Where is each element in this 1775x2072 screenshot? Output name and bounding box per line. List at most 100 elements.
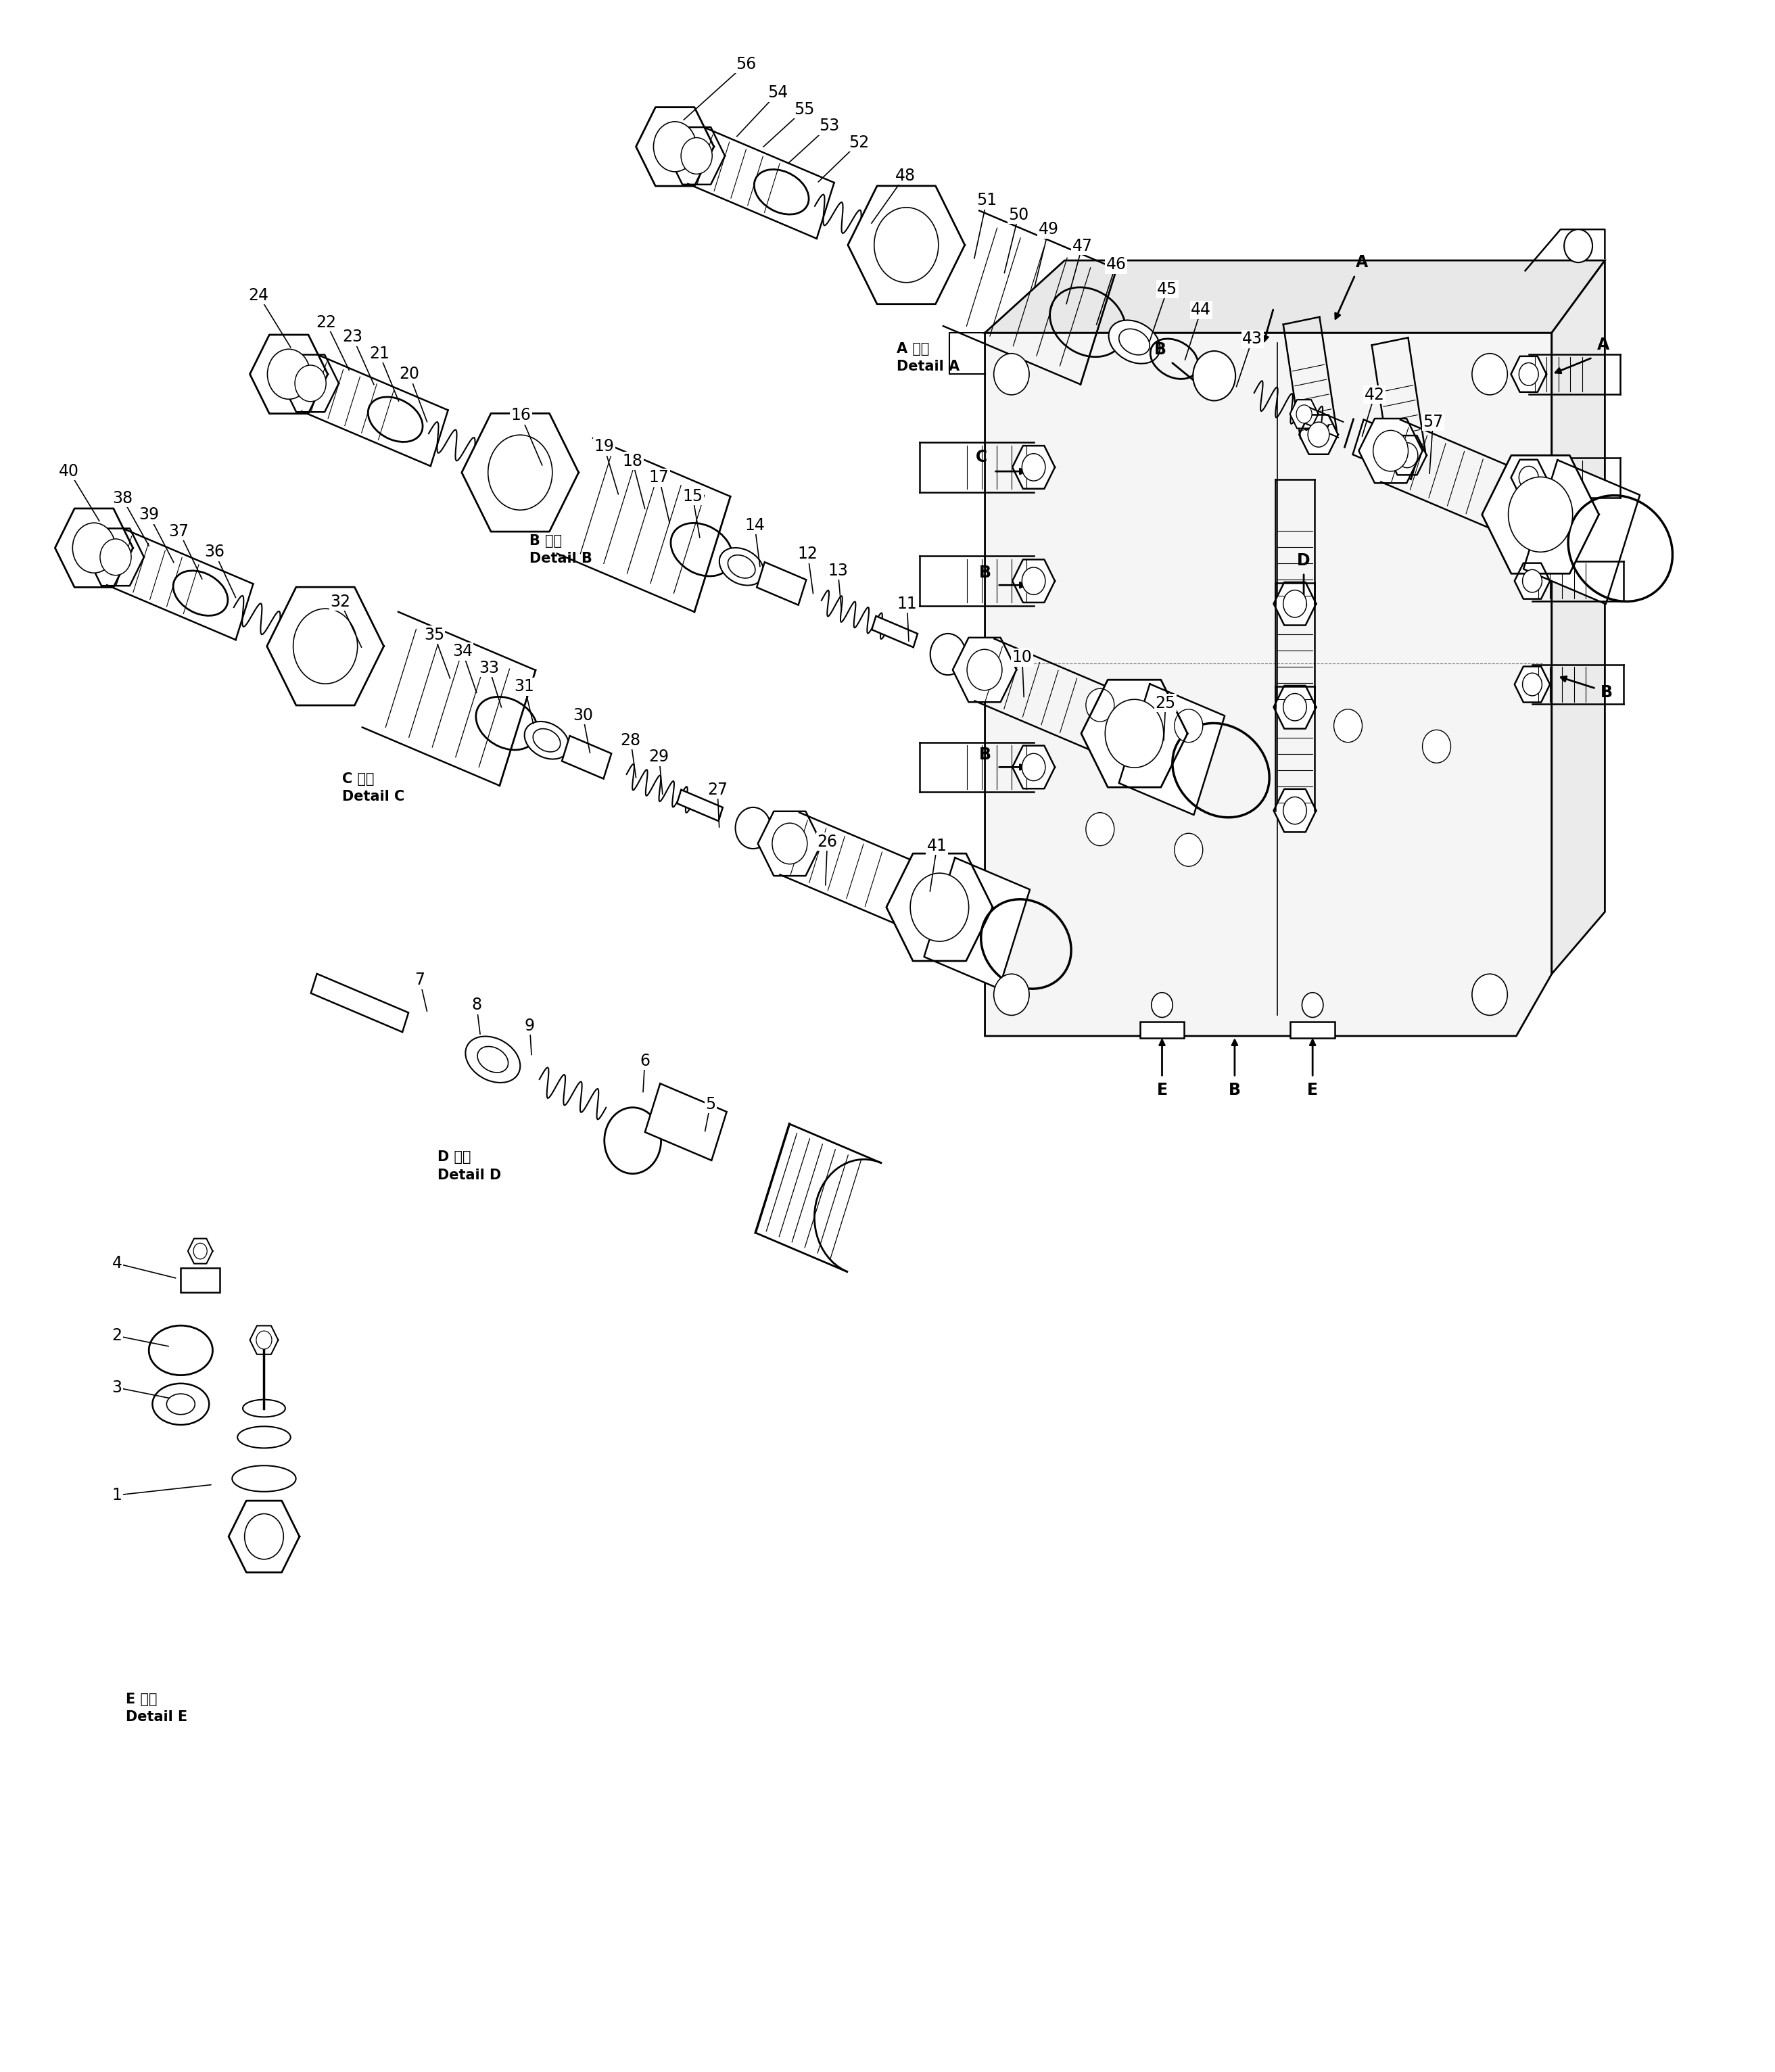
- Text: 50: 50: [1008, 207, 1030, 224]
- Polygon shape: [848, 186, 966, 305]
- Ellipse shape: [532, 729, 561, 752]
- Text: B: B: [978, 746, 990, 762]
- Polygon shape: [1360, 419, 1422, 483]
- Polygon shape: [925, 858, 1030, 988]
- Text: 55: 55: [793, 102, 815, 118]
- Ellipse shape: [153, 1384, 209, 1426]
- Circle shape: [911, 872, 969, 941]
- Text: C 詳細
Detail C: C 詳細 Detail C: [343, 773, 405, 804]
- Text: 1: 1: [112, 1488, 122, 1504]
- Circle shape: [772, 823, 808, 864]
- Circle shape: [967, 649, 1003, 690]
- Text: B 詳細
Detail B: B 詳細 Detail B: [529, 535, 593, 566]
- Circle shape: [1296, 404, 1312, 423]
- Circle shape: [873, 207, 939, 282]
- Circle shape: [1519, 466, 1539, 489]
- Polygon shape: [1514, 564, 1550, 599]
- Text: 51: 51: [976, 193, 998, 209]
- Circle shape: [268, 350, 311, 400]
- Text: 53: 53: [818, 118, 840, 135]
- Circle shape: [1086, 688, 1115, 721]
- Polygon shape: [1118, 684, 1225, 814]
- Circle shape: [1308, 423, 1329, 448]
- Circle shape: [1283, 694, 1306, 721]
- Circle shape: [245, 1515, 284, 1560]
- Text: A: A: [1356, 255, 1369, 271]
- Text: 21: 21: [369, 346, 389, 363]
- Circle shape: [1193, 350, 1235, 400]
- Text: 31: 31: [515, 678, 534, 694]
- Text: 26: 26: [816, 833, 838, 850]
- Text: 46: 46: [1106, 257, 1125, 274]
- Polygon shape: [1012, 445, 1054, 489]
- Polygon shape: [667, 126, 724, 184]
- Text: 14: 14: [744, 518, 765, 533]
- Circle shape: [1519, 363, 1539, 385]
- Ellipse shape: [167, 1394, 195, 1415]
- Ellipse shape: [238, 1426, 291, 1448]
- Text: 33: 33: [479, 659, 499, 675]
- Circle shape: [1471, 974, 1507, 1015]
- Circle shape: [256, 1330, 272, 1349]
- Circle shape: [1086, 812, 1115, 845]
- Text: 39: 39: [138, 508, 160, 522]
- Polygon shape: [462, 414, 579, 533]
- Text: 37: 37: [169, 524, 190, 539]
- Polygon shape: [1511, 460, 1546, 495]
- Polygon shape: [1012, 746, 1054, 789]
- Circle shape: [1022, 454, 1045, 481]
- Polygon shape: [311, 974, 408, 1032]
- Polygon shape: [985, 261, 1605, 334]
- Polygon shape: [676, 789, 722, 821]
- Text: 30: 30: [573, 707, 593, 723]
- Circle shape: [1022, 568, 1045, 595]
- Circle shape: [73, 522, 115, 574]
- Text: 24: 24: [249, 288, 268, 305]
- Circle shape: [1564, 230, 1592, 263]
- Polygon shape: [1388, 435, 1427, 474]
- Circle shape: [1509, 477, 1573, 551]
- Circle shape: [293, 609, 357, 684]
- Polygon shape: [307, 632, 346, 661]
- Ellipse shape: [1109, 321, 1161, 363]
- Ellipse shape: [233, 1465, 296, 1492]
- Text: 56: 56: [735, 56, 756, 73]
- Text: D 詳細
Detail D: D 詳細 Detail D: [438, 1150, 501, 1181]
- Circle shape: [994, 354, 1030, 396]
- Polygon shape: [886, 854, 992, 961]
- Text: 20: 20: [399, 367, 419, 381]
- Text: C: C: [976, 450, 987, 464]
- Polygon shape: [1523, 460, 1640, 605]
- Text: 28: 28: [621, 731, 641, 748]
- Text: E: E: [1306, 1082, 1319, 1098]
- Text: 36: 36: [204, 545, 225, 559]
- Text: 2: 2: [112, 1328, 122, 1345]
- Polygon shape: [563, 736, 611, 779]
- Text: 15: 15: [682, 489, 703, 503]
- Circle shape: [1175, 709, 1203, 742]
- Ellipse shape: [477, 1046, 508, 1073]
- Polygon shape: [1274, 582, 1315, 626]
- Polygon shape: [266, 586, 383, 704]
- Text: B: B: [1154, 342, 1166, 358]
- Text: 40: 40: [59, 464, 80, 479]
- Polygon shape: [1140, 1021, 1184, 1038]
- Text: 52: 52: [848, 135, 870, 151]
- Polygon shape: [644, 1084, 726, 1160]
- Circle shape: [653, 122, 696, 172]
- Text: E: E: [1157, 1082, 1168, 1098]
- Text: 19: 19: [595, 439, 614, 454]
- Text: 49: 49: [1038, 222, 1060, 238]
- Text: B: B: [1228, 1082, 1241, 1098]
- Circle shape: [1397, 443, 1418, 468]
- Polygon shape: [1353, 419, 1422, 479]
- Circle shape: [1523, 570, 1542, 593]
- Circle shape: [99, 539, 131, 576]
- Circle shape: [1152, 992, 1173, 1017]
- Polygon shape: [87, 528, 144, 586]
- Text: B: B: [1601, 684, 1613, 700]
- Polygon shape: [55, 508, 133, 586]
- Circle shape: [1333, 709, 1361, 742]
- Text: 42: 42: [1365, 387, 1384, 402]
- Circle shape: [488, 435, 552, 510]
